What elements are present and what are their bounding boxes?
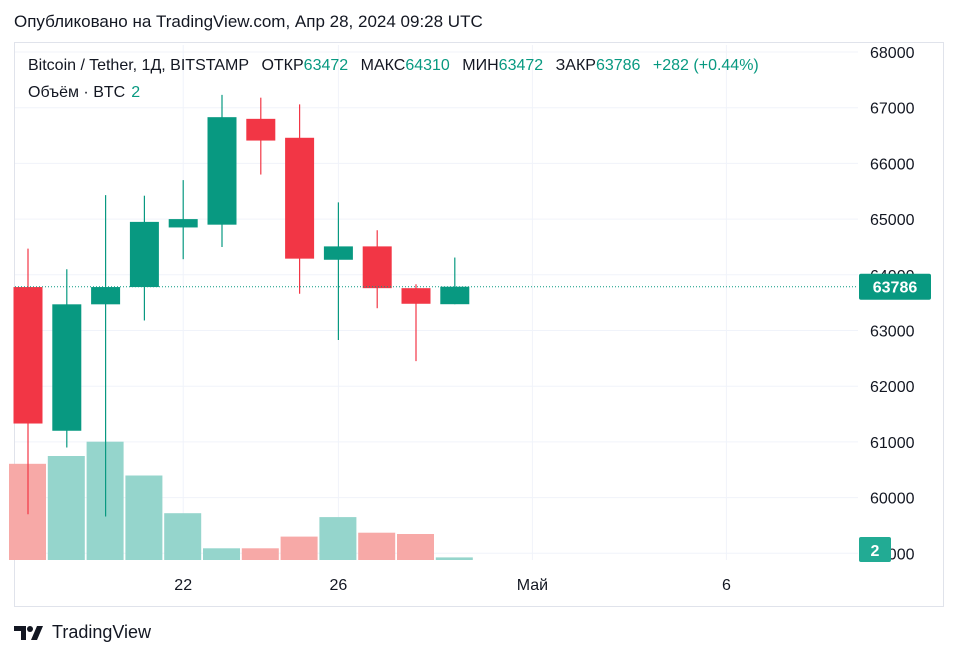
y-tick-label: 68000 — [870, 45, 915, 62]
volume-bar — [319, 517, 357, 560]
footer: TradingView — [14, 622, 151, 643]
candle-body — [362, 246, 392, 289]
low-value: 63472 — [498, 57, 544, 74]
x-tick-label: Май — [517, 577, 548, 594]
candle-body — [246, 118, 276, 141]
tradingview-logo-icon — [14, 625, 43, 640]
close-label: ЗАКР — [555, 57, 596, 74]
y-tick-label: 66000 — [870, 156, 915, 173]
open-value: 63472 — [303, 57, 349, 74]
high-value: 64310 — [405, 57, 450, 74]
volume-value: 2 — [131, 84, 141, 101]
volume-legend: Объём · BTC 2 — [28, 84, 140, 102]
candle-body — [168, 219, 198, 228]
tradingview-brand: TradingView — [52, 622, 152, 642]
candle-body — [285, 137, 315, 259]
volume-bar — [164, 513, 202, 560]
volume-bar — [435, 557, 473, 560]
symbol-label: Bitcoin / Tether, 1Д, BITSTAMP — [28, 57, 249, 74]
volume-bar — [280, 536, 318, 560]
candle-body — [52, 304, 82, 431]
candle-body — [129, 221, 159, 288]
volume-badge — [859, 537, 891, 562]
volume-bar — [125, 475, 163, 560]
change-value: +282 (+0.44%) — [652, 57, 759, 74]
ohlc-legend: Bitcoin / Tether, 1Д, BITSTAMP ОТКР63472… — [28, 57, 759, 75]
candle-body — [91, 287, 121, 305]
candle-body — [401, 288, 431, 304]
candle-body — [440, 286, 470, 305]
volume-bar — [358, 532, 396, 560]
open-label: ОТКР — [261, 57, 304, 74]
candle-body — [207, 117, 237, 225]
published-info: Опубликовано на TradingView.com, Апр 28,… — [14, 12, 483, 31]
close-value: 63786 — [595, 57, 641, 74]
volume-bar — [241, 548, 279, 560]
x-tick-label: 6 — [722, 577, 731, 594]
y-tick-label: 61000 — [870, 435, 915, 452]
candle-body — [323, 246, 353, 260]
y-tick-label: 63000 — [870, 324, 915, 341]
y-tick-label: 67000 — [870, 101, 915, 118]
volume-bar — [47, 456, 85, 560]
price-badge-label: 63786 — [873, 280, 918, 297]
y-tick-label: 62000 — [870, 379, 915, 396]
volume-bar — [397, 534, 434, 560]
volume-badge-label: 2 — [871, 543, 880, 560]
y-tick-label: 65000 — [870, 212, 915, 229]
y-tick-label: 60000 — [870, 491, 915, 508]
x-tick-label: 22 — [174, 577, 192, 594]
chart-frame[interactable] — [14, 42, 944, 607]
price-badge — [859, 273, 931, 300]
candlestick-chart[interactable]: 6800067000660006500064000630006200061000… — [0, 0, 960, 620]
high-label: МАКС — [360, 57, 406, 74]
candle-body — [13, 287, 43, 424]
x-tick-label: 26 — [330, 577, 348, 594]
volume-bar — [203, 548, 240, 560]
volume-label: Объём · BTC — [28, 84, 126, 101]
low-label: МИН — [462, 57, 499, 74]
